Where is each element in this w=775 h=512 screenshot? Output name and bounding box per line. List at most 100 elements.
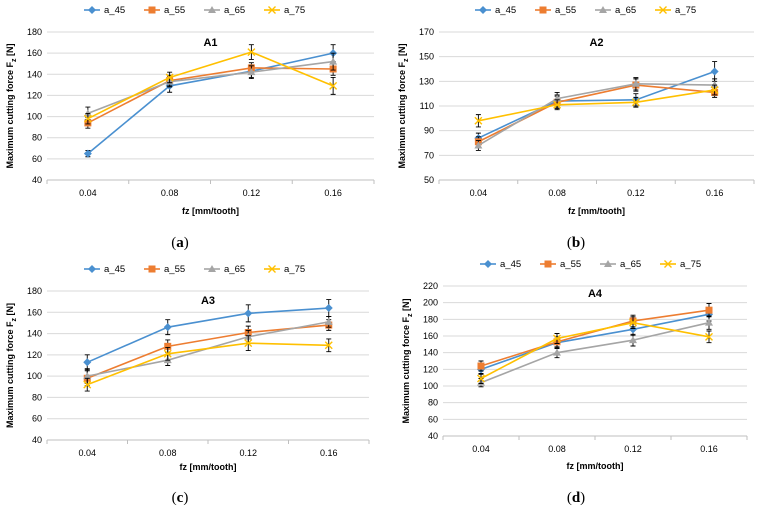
data-point	[83, 114, 92, 123]
data-point	[83, 109, 92, 117]
legend-item: a_55	[144, 264, 185, 275]
x-tick-label: 0.04	[470, 188, 488, 198]
data-point	[324, 317, 333, 325]
legend: a_45 a_55 a_65 a_75	[84, 5, 305, 16]
data-point	[477, 362, 485, 370]
series-line	[480, 321, 710, 384]
y-tick-label: 150	[419, 52, 434, 62]
y-axis-label: Maximum cutting force Fz [N]	[5, 303, 18, 428]
caption-close: )	[580, 490, 585, 506]
y-axis-label: Maximum cutting force Fz [N]	[401, 298, 414, 423]
data-point	[631, 98, 640, 107]
series-a65	[83, 316, 333, 385]
legend-marker	[268, 265, 276, 273]
y-tick-label: 120	[423, 364, 438, 374]
caption-open: (	[172, 490, 177, 506]
x-axis-label: fz [mm/tooth]	[182, 206, 239, 216]
series-line	[86, 307, 329, 364]
y-tick-label: 100	[423, 381, 438, 391]
legend-item: a_75	[264, 5, 305, 16]
series-line	[86, 342, 329, 386]
legend-marker	[664, 260, 672, 268]
x-axis-label: fz [mm/tooth]	[180, 462, 237, 472]
series-line	[87, 60, 334, 115]
legend-item: a_55	[535, 5, 576, 16]
data-point	[705, 318, 713, 326]
caption-close: )	[184, 235, 189, 251]
x-tick-label: 0.08	[159, 448, 177, 458]
y-axis-label-subscript: z	[11, 58, 18, 62]
legend-marker	[659, 6, 667, 14]
series-line	[87, 52, 334, 155]
legend-item: a_45	[84, 264, 125, 275]
y-tick-label: 60	[32, 414, 42, 424]
series-a75	[477, 316, 713, 384]
legend-marker	[208, 6, 216, 13]
data-point	[474, 141, 483, 149]
data-point	[83, 380, 92, 389]
data-point	[329, 57, 338, 65]
y-tick-label: 120	[27, 90, 42, 100]
legend-marker	[604, 260, 612, 267]
x-tick-label: 0.04	[79, 188, 97, 198]
chart-panel-a3: 40 60 80 100 120 140 160 180 0.04 0.08 0.12 0.16 A3 f…	[5, 264, 370, 506]
y-tick-label: 180	[27, 27, 42, 37]
legend-item: a_65	[204, 5, 245, 16]
y-tick-label: 160	[423, 331, 438, 341]
legend-marker	[539, 6, 547, 14]
y-axis-label-subscript: z	[407, 313, 414, 317]
legend-marker	[88, 265, 96, 273]
series-a65	[477, 315, 713, 388]
legend-label: a_75	[675, 5, 696, 16]
series-a75	[83, 44, 338, 125]
y-tick-label: 170	[419, 27, 434, 37]
caption-letter: b	[572, 235, 580, 251]
y-tick-label: 200	[423, 298, 438, 308]
data-point	[705, 332, 713, 341]
data-point	[553, 334, 561, 343]
y-tick-label: 80	[32, 392, 42, 402]
legend-label: a_45	[104, 264, 125, 275]
data-point	[553, 348, 561, 356]
y-tick-label: 180	[423, 314, 438, 324]
x-tick-label: 0.16	[320, 448, 338, 458]
chart-title: A2	[589, 37, 603, 49]
legend-label: a_75	[284, 264, 305, 275]
y-tick-label: 140	[423, 348, 438, 358]
y-axis-label-unit: [N]	[401, 298, 411, 313]
x-axis-label: fz [mm/tooth]	[567, 461, 624, 471]
data-point	[163, 323, 172, 332]
legend-marker	[148, 6, 156, 14]
x-tick-label: 0.12	[627, 188, 645, 198]
y-tick-label: 40	[32, 175, 42, 185]
y-tick-label: 80	[32, 133, 42, 143]
y-axis-label-unit: [N]	[5, 303, 15, 318]
caption-close: )	[183, 490, 188, 506]
data-point	[247, 48, 256, 57]
series-a65	[83, 52, 338, 121]
y-axis-label: Maximum cutting force Fz [N]	[5, 43, 18, 168]
caption-open: (	[567, 490, 572, 506]
data-point	[83, 372, 92, 380]
legend-label: a_45	[495, 5, 516, 16]
y-tick-label: 40	[32, 435, 42, 445]
data-point	[631, 79, 640, 87]
chart-title: A3	[201, 295, 215, 307]
y-tick-label: 160	[27, 48, 42, 58]
caption-open: (	[567, 235, 572, 251]
data-point	[324, 304, 333, 313]
data-point	[244, 339, 253, 348]
x-tick-label: 0.16	[700, 444, 718, 454]
legend-item: a_65	[600, 259, 641, 270]
legend-item: a_45	[84, 5, 125, 16]
y-tick-label: 180	[27, 286, 42, 296]
series-a45	[477, 307, 713, 375]
series-line	[480, 309, 710, 367]
figure-caption: (d)	[567, 490, 585, 506]
y-axis-label-subscript: z	[11, 317, 18, 321]
series-a45	[83, 299, 333, 371]
chart-panel-a2: 50 70 90 110 130 150 170 0.04 0.08 0.12 0.16 A2 fz […	[397, 5, 755, 251]
legend-marker	[88, 6, 96, 14]
legend-label: a_65	[224, 5, 245, 16]
x-tick-label: 0.08	[548, 188, 566, 198]
